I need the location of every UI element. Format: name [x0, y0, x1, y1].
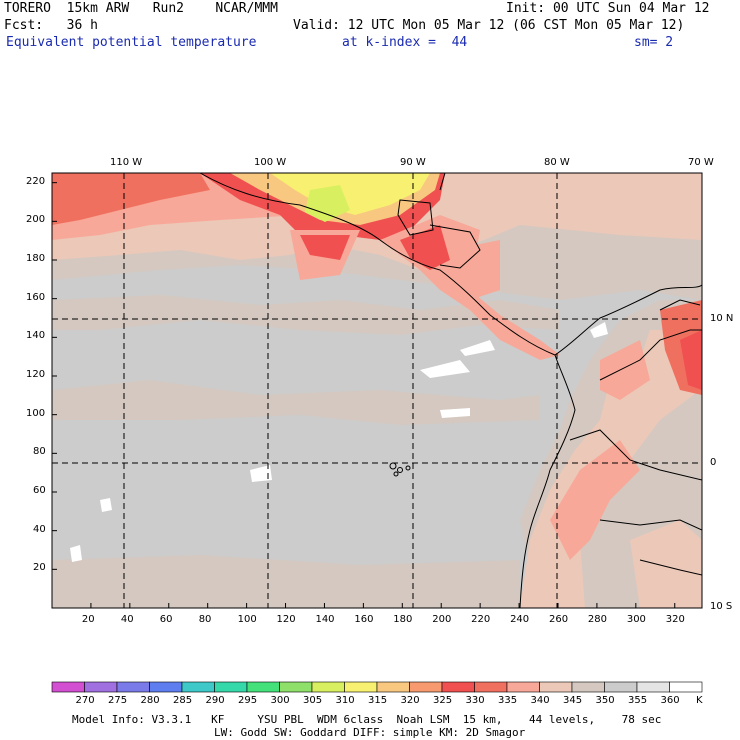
x-tick-label: 100 — [237, 614, 257, 625]
colorbar-swatch — [279, 681, 313, 693]
x-tick-label: 200 — [432, 614, 452, 625]
colorbar-swatch — [181, 681, 215, 693]
colorbar-level-label: 270 — [75, 695, 95, 706]
lon-label-70w: 70 W — [688, 157, 714, 168]
physics-info: LW: Godd SW: Goddard DIFF: simple KM: 2D… — [214, 726, 526, 739]
colorbar-swatch — [149, 681, 183, 693]
colorbar-level-label: 330 — [465, 695, 485, 706]
x-tick-label: 20 — [81, 614, 95, 625]
y-tick-label: 80 — [33, 446, 46, 458]
y-tick-label: 20 — [33, 562, 46, 574]
colorbar-swatch — [474, 681, 508, 693]
lat-label-10n: 10 N — [710, 313, 734, 324]
colorbar-swatch — [51, 681, 85, 693]
colorbar-level-label: 320 — [400, 695, 420, 706]
y-tick-label: 200 — [26, 214, 46, 226]
x-tick-label: 40 — [120, 614, 134, 625]
lat-label-10s: 10 S — [710, 601, 733, 612]
x-tick-label: 140 — [315, 614, 335, 625]
colorbar-level-label: 345 — [563, 695, 583, 706]
field-name: Equivalent potential temperature — [6, 35, 257, 50]
y-tick-label: 160 — [26, 291, 46, 303]
colorbar-swatch — [571, 681, 605, 693]
colorbar-level-label: 340 — [530, 695, 550, 706]
y-tick-label: 220 — [26, 175, 46, 187]
graticule — [52, 173, 702, 608]
x-tick-label: 60 — [159, 614, 173, 625]
x-tick-label: 220 — [471, 614, 491, 625]
colorbar-level-label: 335 — [498, 695, 518, 706]
colorbar-level-label: 315 — [368, 695, 388, 706]
colorbar-level-label: 305 — [303, 695, 323, 706]
x-tick-label: 240 — [510, 614, 530, 625]
init-time: Init: 00 UTC Sun 04 Mar 12 — [506, 1, 710, 16]
x-tick-label: 160 — [354, 614, 374, 625]
valid-time: Valid: 12 UTC Mon 05 Mar 12 (06 CST Mon … — [293, 18, 685, 33]
x-tick-label: 80 — [198, 614, 212, 625]
theta-e-field — [52, 173, 702, 608]
colorbar-level-label: 360 — [660, 695, 680, 706]
colorbar-swatch — [409, 681, 443, 693]
level-index: at k-index = 44 — [342, 35, 468, 50]
y-tick-label: 40 — [33, 523, 46, 535]
model-info: Model Info: V3.3.1 KF YSU PBL WDM 6class… — [72, 713, 662, 726]
colorbar-swatch — [441, 681, 475, 693]
lon-label-110w: 110 W — [110, 157, 143, 168]
x-tick-label: 120 — [276, 614, 296, 625]
colorbar-swatch — [669, 681, 703, 693]
colorbar-swatch — [539, 681, 573, 693]
colorbar-swatch — [506, 681, 540, 693]
colorbar-swatch — [84, 681, 118, 693]
x-tick-label: 260 — [548, 614, 569, 625]
colorbar-level-label: 290 — [205, 695, 225, 706]
lon-label-90w: 90 W — [400, 157, 426, 168]
colorbar-swatch — [344, 681, 378, 693]
smoothing: sm= 2 — [634, 35, 674, 50]
lon-label-80w: 80 W — [544, 157, 570, 168]
coastlines — [199, 173, 702, 608]
colorbar-swatch — [636, 681, 670, 693]
colorbar-level-label: 285 — [173, 695, 193, 706]
map-frame — [51, 172, 703, 609]
lon-label-100w: 100 W — [254, 157, 287, 168]
colorbar — [51, 681, 703, 693]
colorbar-swatch — [116, 681, 150, 693]
model-title: TORERO 15km ARW Run2 NCAR/MMM — [4, 1, 278, 16]
x-tick-label: 180 — [393, 614, 413, 625]
colorbar-swatch — [311, 681, 345, 693]
colorbar-swatch — [214, 681, 248, 693]
y-tick-label: 140 — [26, 330, 46, 342]
y-tick-label: 100 — [26, 407, 46, 419]
y-tick-label: 180 — [26, 253, 46, 264]
colorbar-swatch — [376, 681, 410, 693]
colorbar-level-label: 350 — [595, 695, 615, 706]
colorbar-level-label: 275 — [108, 695, 128, 706]
x-tick-label: 280 — [587, 614, 607, 625]
colorbar-level-label: 295 — [238, 695, 258, 706]
colorbar-swatch — [604, 681, 638, 693]
colorbar-level-label: 310 — [335, 695, 355, 706]
colorbar-unit: K — [696, 695, 703, 706]
x-tick-label: 320 — [665, 614, 685, 625]
colorbar-level-label: 300 — [270, 695, 290, 706]
colorbar-level-label: 355 — [628, 695, 648, 706]
x-tick-label: 300 — [626, 614, 646, 625]
colorbar-swatch — [246, 681, 280, 693]
y-tick-label: 60 — [33, 485, 46, 496]
y-tick-label: 120 — [26, 369, 46, 380]
colorbar-level-label: 280 — [140, 695, 160, 706]
colorbar-level-label: 325 — [433, 695, 453, 706]
lat-label-0: 0 — [710, 457, 717, 468]
forecast-hour: Fcst: 36 h — [4, 18, 98, 33]
